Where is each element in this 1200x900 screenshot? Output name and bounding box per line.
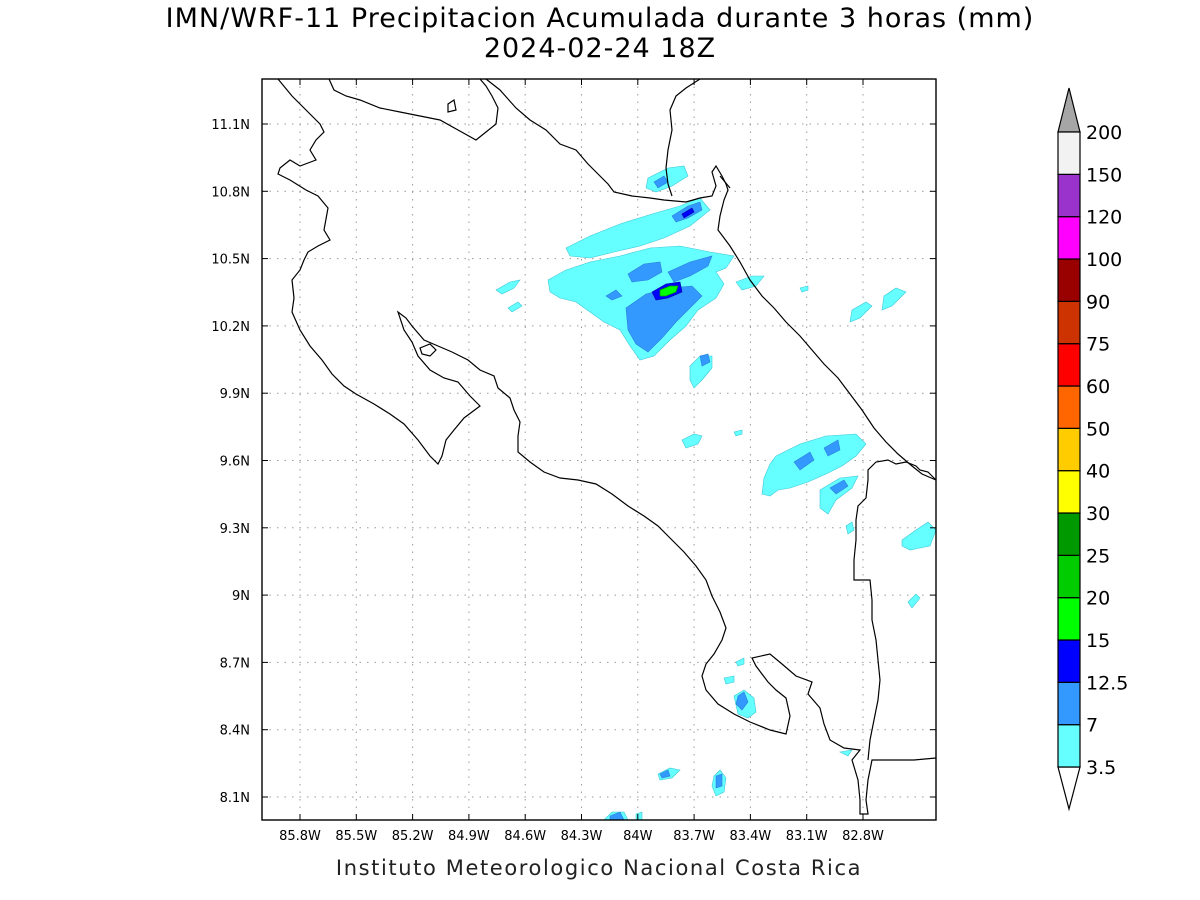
colorbar-level-label: 200 <box>1086 122 1122 144</box>
lat-tick-label: 9.6N <box>220 455 250 470</box>
colorbar-swatch <box>1057 724 1081 768</box>
colorbar-level-label: 50 <box>1086 418 1110 440</box>
lon-tick-label: 85.8W <box>279 829 321 844</box>
lat-tick-label: 11.1N <box>211 118 250 133</box>
colorbar-level-label: 7 <box>1086 715 1098 737</box>
lat-tick-label: 9.9N <box>220 387 250 402</box>
map-panel: 85.8W 85.5W 85.2W 84.9W 84.6W 84.3W 84W 83.7W 83… <box>211 78 937 844</box>
colorbar-level-label: 30 <box>1086 503 1110 525</box>
colorbar-swatch <box>1057 554 1081 599</box>
colorbar-level-label: 60 <box>1086 376 1110 398</box>
colorbar-swatch <box>1057 173 1081 218</box>
map-frame-border <box>261 78 937 821</box>
lon-tick-label: 83.4W <box>729 829 771 844</box>
colorbar-level-label: 15 <box>1086 630 1110 652</box>
colorbar-swatch <box>1057 681 1081 726</box>
colorbar-swatch <box>1057 597 1081 641</box>
colorbar-level-label: 25 <box>1086 545 1110 567</box>
colorbar-swatch <box>1057 300 1081 345</box>
chart-title: IMN/WRF-11 Precipitacion Acumulada duran… <box>165 3 1035 34</box>
footer-credit: Instituto Meteorologico Nacional Costa R… <box>335 856 863 880</box>
lon-tick-label: 84.6W <box>504 829 546 844</box>
latitude-labels: 11.1N 10.8N 10.5N 10.2N 9.9N 9.6N 9.3N 9N 8.7N 8.… <box>211 118 250 806</box>
lon-tick-label: 83.1W <box>786 829 828 844</box>
colorbar-swatch <box>1057 385 1081 429</box>
colorbar-level-label: 150 <box>1086 164 1122 186</box>
colorbar-swatch <box>1057 427 1081 472</box>
lon-tick-label: 84.9W <box>448 829 490 844</box>
lat-tick-label: 10.8N <box>211 185 250 200</box>
lon-tick-label: 84.3W <box>561 829 603 844</box>
colorbar-swatch <box>1057 131 1081 175</box>
colorbar-over-triangle <box>1057 87 1081 133</box>
lon-tick-label: 82.8W <box>842 829 884 844</box>
colorbar-level-label: 40 <box>1086 461 1110 483</box>
lat-tick-label: 9N <box>232 589 250 604</box>
colorbar-swatch <box>1057 258 1081 302</box>
lat-tick-label: 10.5N <box>211 253 250 268</box>
lat-tick-label: 8.4N <box>220 724 250 739</box>
lon-tick-label: 85.2W <box>392 829 434 844</box>
chart-subtitle-date: 2024-02-24 18Z <box>483 33 717 64</box>
colorbar-swatch <box>1057 639 1081 683</box>
axis-ticks <box>262 79 936 820</box>
colorbar-under-triangle <box>1057 766 1081 812</box>
lat-tick-label: 8.1N <box>220 791 250 806</box>
lat-tick-label: 10.2N <box>211 320 250 335</box>
lon-tick-label: 84W <box>623 829 653 844</box>
lon-tick-label: 83.7W <box>673 829 715 844</box>
colorbar-level-label: 75 <box>1086 334 1110 356</box>
colorbar-swatch <box>1057 343 1081 387</box>
precipitation-shading <box>495 165 937 821</box>
colorbar-level-label: 20 <box>1086 588 1110 610</box>
colorbar-level-label: 12.5 <box>1086 672 1128 694</box>
longitude-labels: 85.8W 85.5W 85.2W 84.9W 84.6W 84.3W 84W 83.7W 83… <box>279 829 884 844</box>
colorbar-legend: 3.5 7 12.5 15 20 25 30 40 50 60 75 90 100 120 150 200 <box>1057 87 1128 812</box>
colorbar-level-label: 3.5 <box>1086 757 1116 779</box>
colorbar-swatch <box>1057 470 1081 514</box>
colorbar-level-label: 90 <box>1086 291 1110 313</box>
colorbar-swatch <box>1057 512 1081 556</box>
colorbar-level-label: 120 <box>1086 207 1122 229</box>
colorbar-level-label: 100 <box>1086 249 1122 271</box>
lat-tick-label: 9.3N <box>220 522 250 537</box>
lat-tick-label: 8.7N <box>220 656 250 671</box>
lon-tick-label: 85.5W <box>335 829 377 844</box>
colorbar-swatch <box>1057 216 1081 260</box>
coastline-borders <box>277 78 937 815</box>
